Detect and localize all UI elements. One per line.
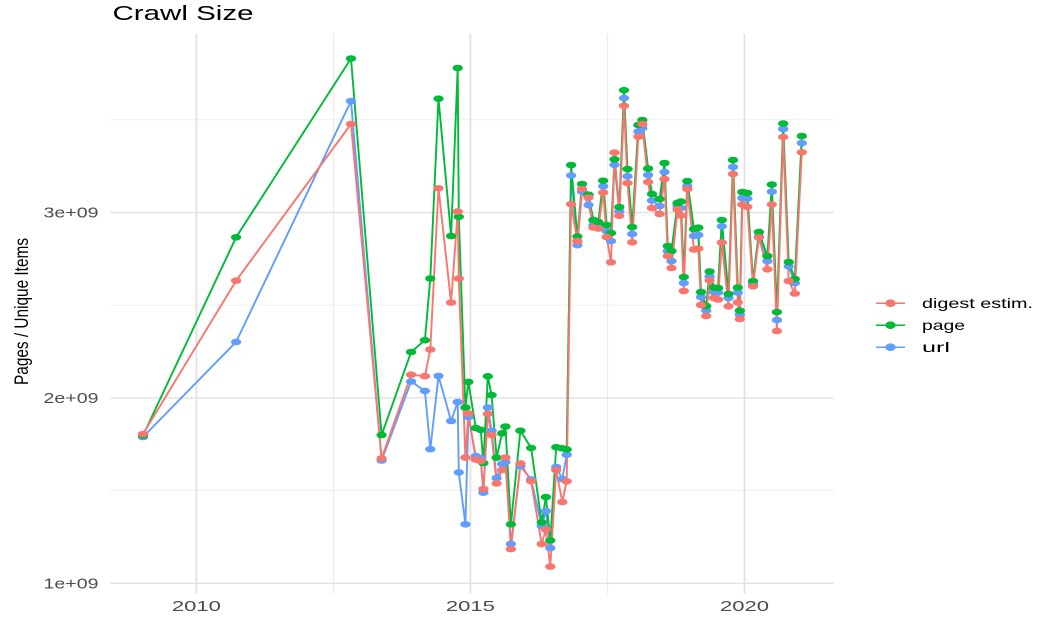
svg-text:2e+09: 2e+09: [44, 390, 99, 407]
svg-text:2010: 2010: [172, 598, 221, 615]
svg-text:digest estim.: digest estim.: [922, 295, 1033, 311]
svg-text:2020: 2020: [720, 598, 769, 615]
svg-text:Crawl Size: Crawl Size: [113, 3, 254, 25]
svg-text:2015: 2015: [446, 598, 495, 615]
svg-text:page: page: [922, 317, 965, 333]
svg-text:Pages / Unique Items: Pages / Unique Items: [11, 238, 33, 385]
svg-text:3e+09: 3e+09: [44, 205, 99, 222]
svg-text:1e+09: 1e+09: [44, 575, 99, 592]
svg-text:url: url: [922, 339, 950, 355]
